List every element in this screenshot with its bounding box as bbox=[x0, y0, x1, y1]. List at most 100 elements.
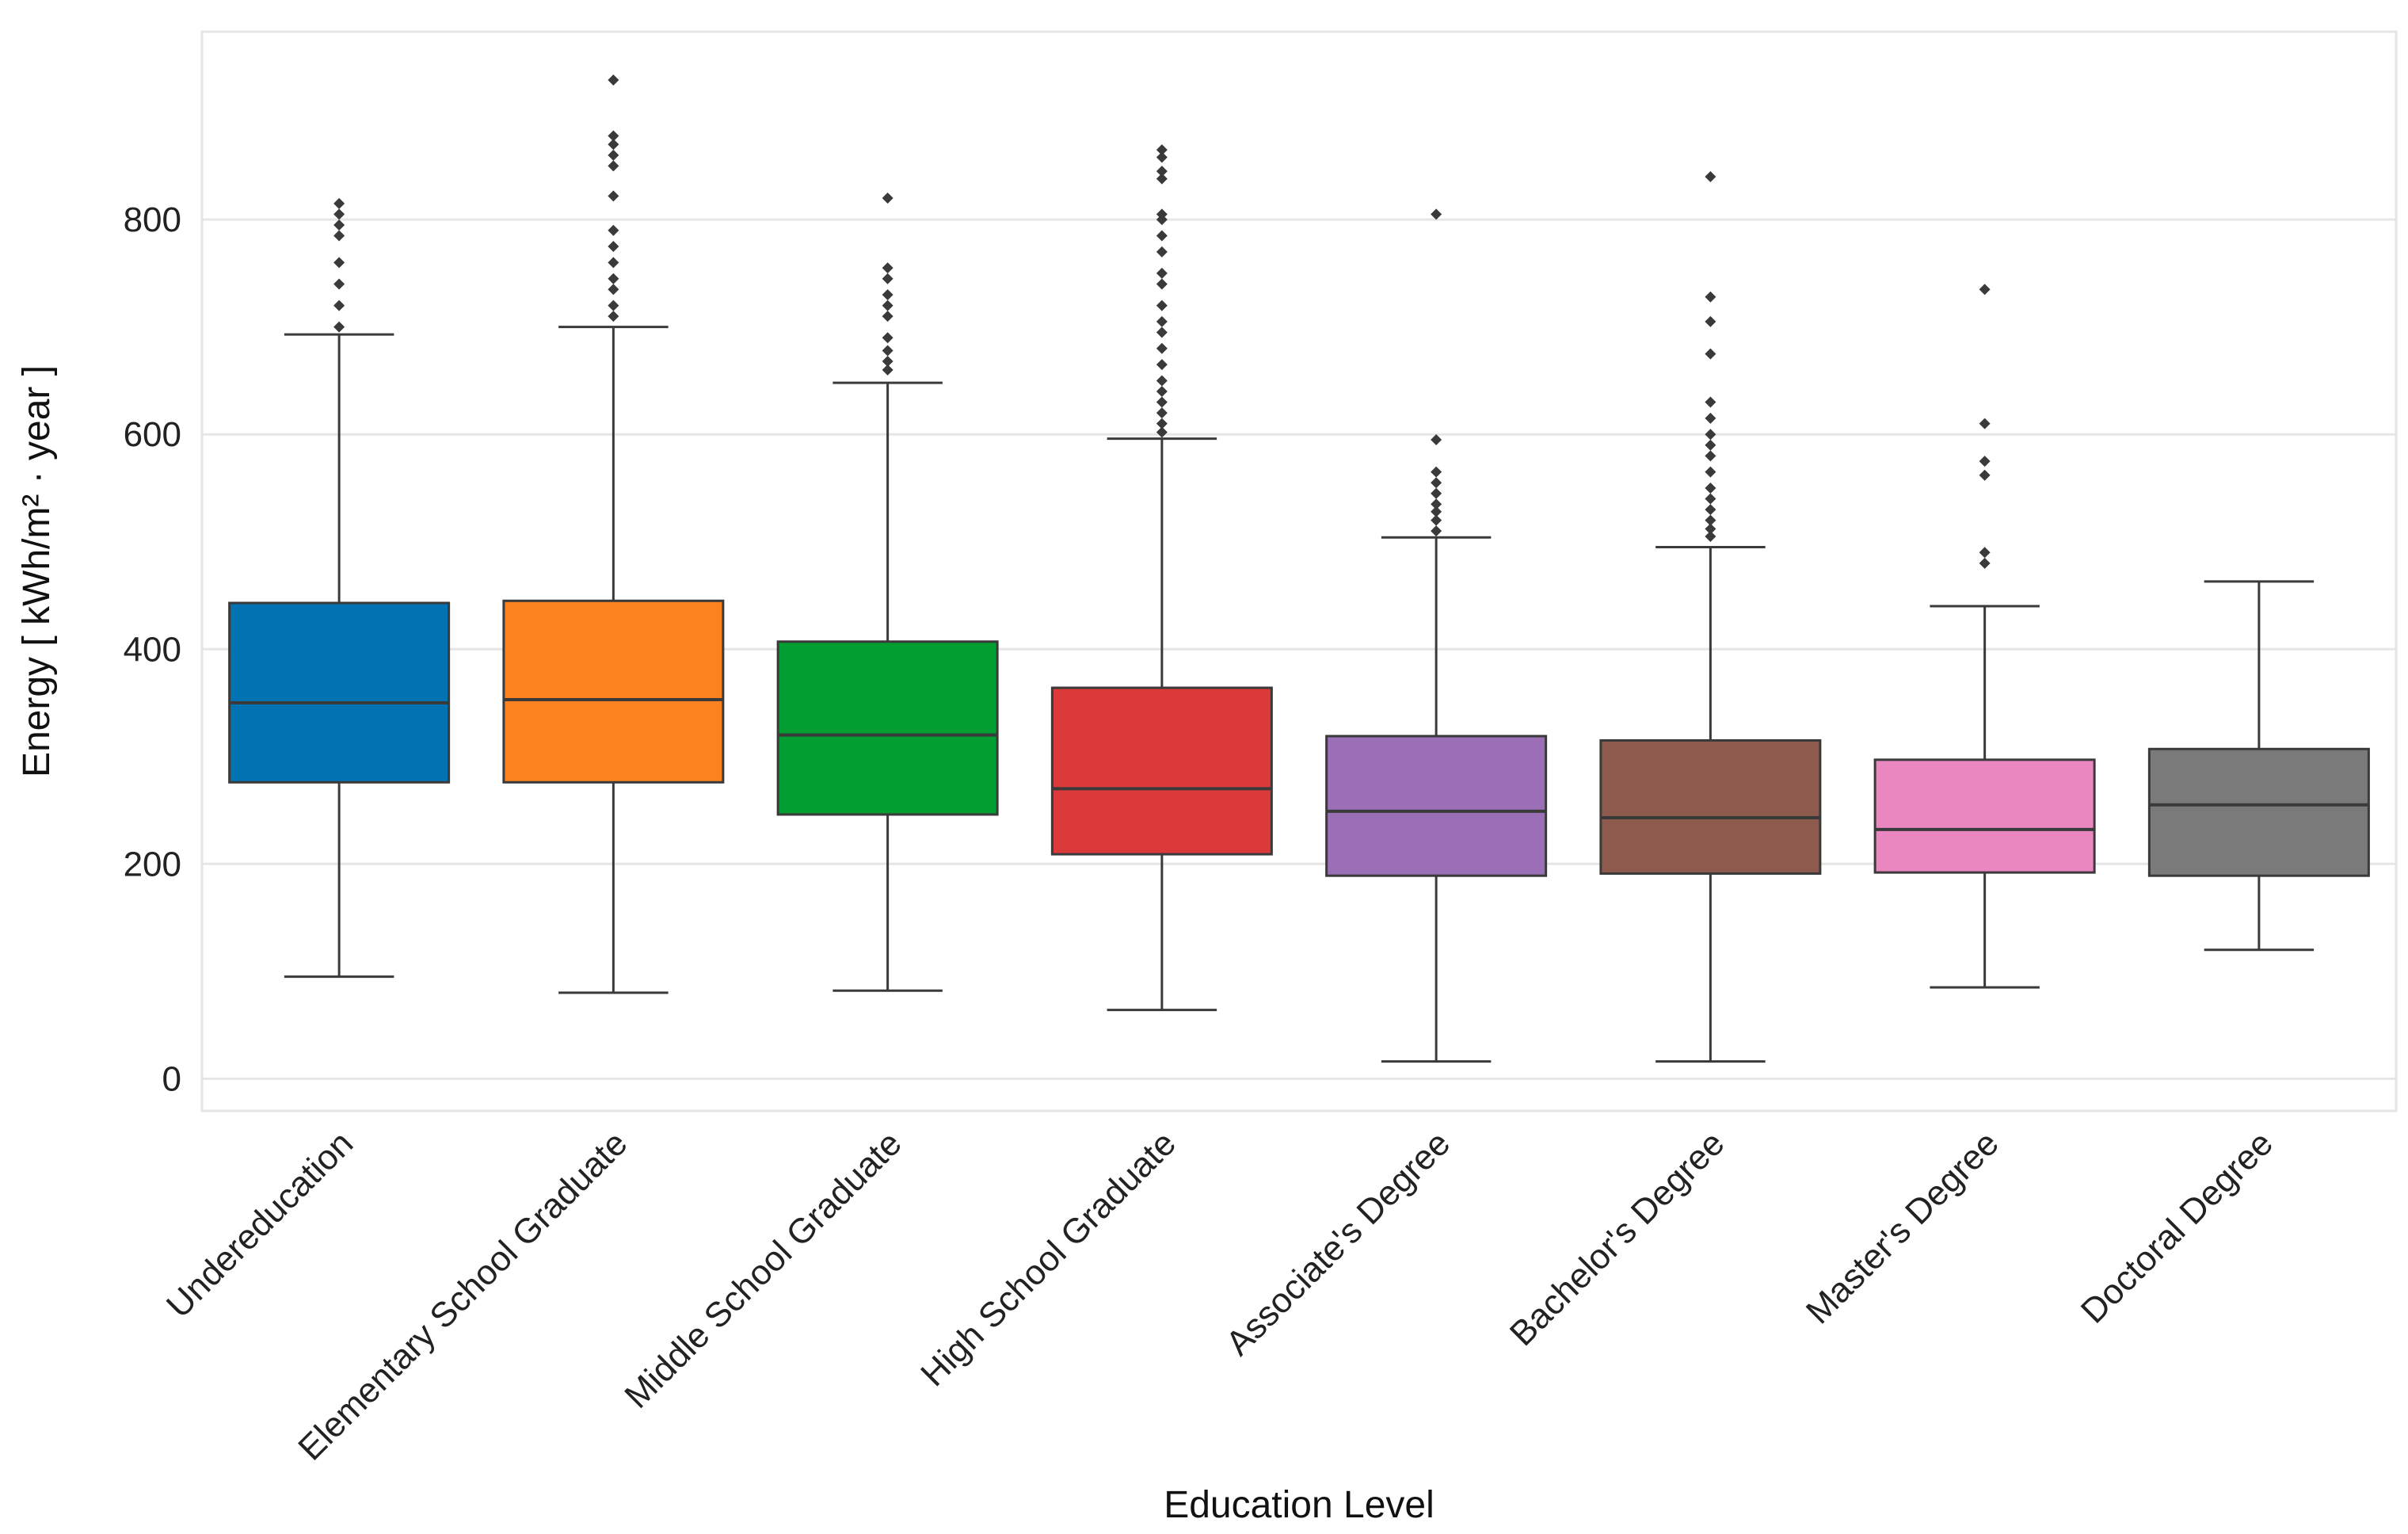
outlier-point bbox=[1156, 375, 1168, 387]
box bbox=[1050, 686, 1273, 856]
outlier-point bbox=[1156, 359, 1168, 371]
outlier-point bbox=[1431, 433, 1442, 445]
box bbox=[2147, 747, 2370, 877]
outlier-point bbox=[882, 193, 893, 204]
outlier-point bbox=[608, 300, 619, 311]
outlier-point bbox=[608, 224, 619, 236]
outlier-point bbox=[1431, 208, 1442, 220]
outlier-point bbox=[333, 230, 345, 242]
outlier-point bbox=[333, 321, 345, 333]
outlier-point bbox=[1705, 523, 1716, 535]
outlier-point bbox=[1431, 514, 1442, 526]
outlier-point bbox=[1705, 493, 1716, 505]
outlier-point bbox=[608, 130, 619, 142]
x-axis-label: Education Level bbox=[1164, 1484, 1435, 1526]
outlier-point bbox=[882, 356, 893, 368]
outlier-point bbox=[1156, 278, 1168, 290]
box-group bbox=[228, 197, 451, 979]
outlier-point bbox=[1156, 407, 1168, 419]
outlier-point bbox=[1705, 466, 1716, 478]
outlier-point bbox=[1156, 386, 1168, 397]
outlier-point bbox=[333, 219, 345, 231]
x-tick-label: Master's Degree bbox=[1799, 1124, 2006, 1331]
box-series bbox=[228, 74, 2370, 1063]
box-group bbox=[2147, 580, 2370, 952]
outlier-point bbox=[882, 345, 893, 357]
outlier-point bbox=[1156, 144, 1168, 156]
outlier-point bbox=[1156, 267, 1168, 279]
outlier-point bbox=[608, 241, 619, 253]
y-tick-label: 400 bbox=[124, 630, 181, 669]
outlier-point bbox=[1156, 396, 1168, 408]
outlier-point bbox=[1705, 315, 1716, 327]
outlier-point bbox=[1705, 170, 1716, 182]
y-tick-labels: 0 200 400 600 800 bbox=[124, 200, 181, 1098]
outlier-point bbox=[882, 364, 893, 376]
outlier-point bbox=[1705, 291, 1716, 303]
x-tick-label: Doctoral Degree bbox=[2074, 1124, 2280, 1330]
outlier-point bbox=[882, 300, 893, 311]
y-tick-label: 600 bbox=[124, 415, 181, 454]
outlier-point bbox=[608, 284, 619, 296]
box bbox=[502, 599, 725, 784]
outlier-point bbox=[1156, 173, 1168, 185]
box bbox=[1599, 738, 1822, 875]
y-tick-label: 800 bbox=[124, 200, 181, 239]
outlier-point bbox=[1156, 315, 1168, 327]
outlier-point bbox=[882, 273, 893, 284]
box bbox=[776, 640, 999, 816]
outlier-point bbox=[608, 257, 619, 269]
outlier-point bbox=[1431, 506, 1442, 517]
x-tick-label: Undereducation bbox=[159, 1124, 360, 1325]
plot-area bbox=[200, 30, 2398, 1112]
outlier-point bbox=[1705, 482, 1716, 494]
x-tick-label: Middle School Graduate bbox=[617, 1124, 909, 1415]
outlier-point bbox=[608, 190, 619, 202]
outlier-point bbox=[1156, 426, 1168, 438]
x-tick-label: Elementary School Graduate bbox=[291, 1124, 634, 1467]
x-tick-label: Associate's Degree bbox=[1218, 1124, 1457, 1363]
box-group bbox=[1050, 144, 1273, 1012]
outlier-point bbox=[1156, 230, 1168, 242]
outlier-point bbox=[1431, 525, 1442, 537]
outlier-point bbox=[882, 289, 893, 301]
outlier-point bbox=[1705, 348, 1716, 360]
outlier-point bbox=[1431, 487, 1442, 499]
outlier-point bbox=[1705, 514, 1716, 526]
outlier-point bbox=[333, 278, 345, 290]
outlier-point bbox=[882, 262, 893, 274]
box-group bbox=[502, 74, 725, 994]
outlier-point bbox=[1156, 300, 1168, 311]
outlier-point bbox=[1705, 504, 1716, 516]
outlier-point bbox=[1156, 246, 1168, 258]
y-axis-label: Energy [ kWh/m² · year ] bbox=[16, 365, 58, 777]
outlier-point bbox=[1156, 418, 1168, 429]
outlier-point bbox=[1979, 547, 1991, 559]
outlier-point bbox=[1979, 456, 1991, 467]
outlier-point bbox=[1156, 342, 1168, 354]
outlier-point bbox=[882, 332, 893, 344]
box bbox=[228, 601, 451, 784]
box-group bbox=[776, 193, 999, 992]
outlier-point bbox=[608, 311, 619, 322]
box bbox=[1325, 735, 1548, 877]
x-tick-label: Bachelor's Degree bbox=[1503, 1124, 1732, 1353]
outlier-point bbox=[1979, 557, 1991, 569]
outlier-point bbox=[1431, 466, 1442, 478]
y-tick-label: 200 bbox=[124, 845, 181, 883]
outlier-point bbox=[1979, 284, 1991, 296]
outlier-point bbox=[333, 197, 345, 209]
box-group bbox=[1599, 170, 1822, 1063]
outlier-point bbox=[1705, 429, 1716, 441]
outlier-point bbox=[1156, 151, 1168, 163]
outlier-point bbox=[1431, 498, 1442, 510]
x-tick-label: High School Graduate bbox=[913, 1124, 1183, 1394]
box bbox=[1873, 758, 2096, 874]
outlier-point bbox=[1705, 412, 1716, 424]
outlier-point bbox=[1705, 396, 1716, 408]
outlier-point bbox=[1705, 450, 1716, 462]
outlier-point bbox=[333, 208, 345, 220]
outlier-point bbox=[608, 160, 619, 172]
